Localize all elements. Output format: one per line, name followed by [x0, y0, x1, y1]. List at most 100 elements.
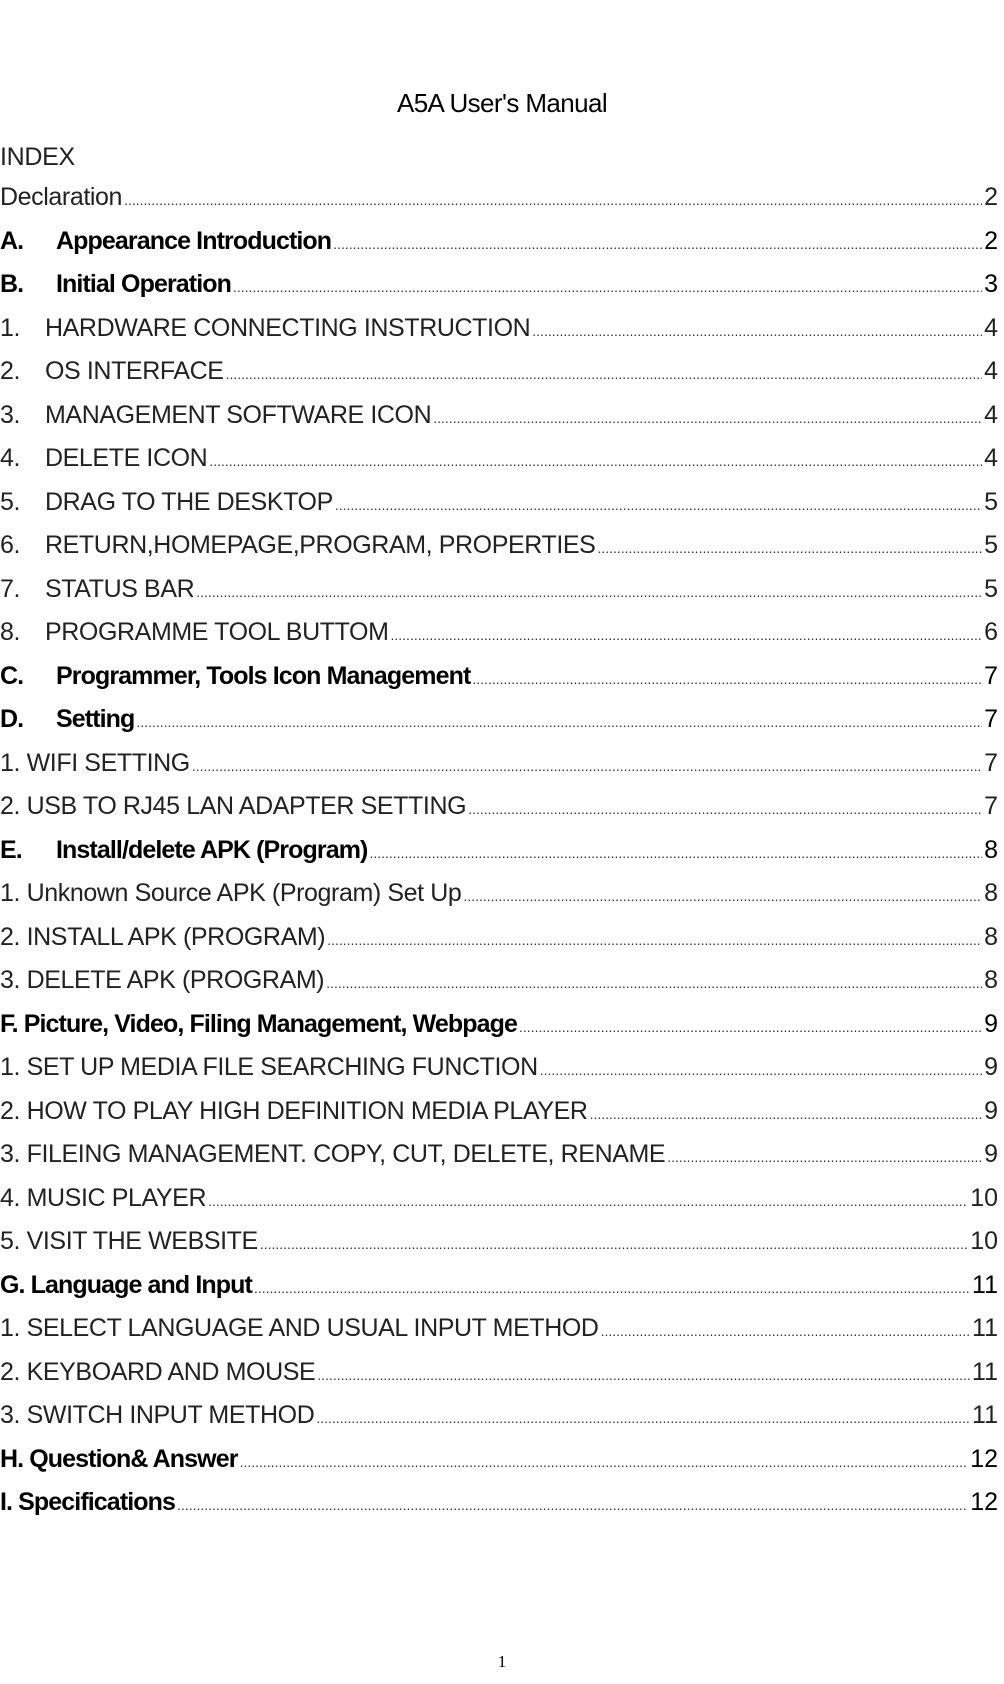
toc-entry[interactable]: 2. OS INTERFACE 4 [0, 357, 998, 401]
dot-leader [209, 453, 982, 469]
toc-entry-title: 1. SET UP MEDIA FILE SEARCHING FUNCTION [0, 1053, 538, 1081]
toc-entry-number: 1. [0, 313, 21, 342]
document-title: A5A User's Manual [396, 88, 608, 118]
toc-entry-page: 10 [970, 1183, 998, 1212]
toc-entry[interactable]: 4. MUSIC PLAYER 10 [0, 1184, 998, 1228]
toc-entry-title: 2. HOW TO PLAY HIGH DEFINITION MEDIA PLA… [0, 1096, 588, 1125]
toc-entry[interactable]: 1. Unknown Source APK (Program) Set Up 8 [0, 879, 998, 923]
toc-entry-number: B. [0, 270, 24, 298]
toc-entry[interactable]: 3. DELETE APK (PROGRAM) 8 [0, 966, 998, 1010]
toc-entry-title: Programmer, Tools Icon Management [56, 661, 471, 690]
toc-entry-page: 9 [984, 1096, 998, 1125]
toc-entry-title: OS INTERFACE [45, 357, 224, 385]
dot-leader [433, 410, 982, 426]
toc-entry-title: RETURN,HOMEPAGE,PROGRAM, PROPERTIES [45, 531, 596, 559]
toc-entry[interactable]: A. Appearance Introduction 2 [0, 227, 998, 271]
toc-entry-title: Declaration [0, 183, 123, 211]
toc-entry[interactable]: Declaration 2 [0, 183, 998, 227]
toc-entry-number: 6. [0, 531, 21, 559]
toc-entry-title: 3. DELETE APK (PROGRAM) [0, 966, 325, 994]
dot-leader [667, 1149, 982, 1165]
toc-entry[interactable]: F. Picture, Video, Filing Management, We… [0, 1010, 998, 1054]
toc-entry-page: 4 [984, 357, 998, 385]
toc-entry-title: 1. WIFI SETTING [0, 748, 190, 777]
toc-entry-number: E. [0, 835, 23, 864]
toc-entry[interactable]: 6. RETURN,HOMEPAGE,PROGRAM, PROPERTIES 5 [0, 531, 998, 575]
toc-entry[interactable]: 3. FILEING MANAGEMENT. COPY, CUT, DELETE… [0, 1140, 998, 1184]
toc-entry[interactable]: E. Install/delete APK (Program) 8 [0, 836, 998, 880]
dot-leader [391, 627, 983, 643]
toc-entry-title: 1. SELECT LANGUAGE AND USUAL INPUT METHO… [0, 1314, 599, 1342]
dot-leader [196, 584, 982, 600]
toc-entry-page: 5 [984, 574, 998, 603]
dot-leader [254, 1280, 970, 1296]
dot-leader [192, 758, 982, 774]
toc-entry[interactable]: 1. WIFI SETTING 7 [0, 749, 998, 793]
dot-leader [519, 1019, 982, 1035]
dot-leader [240, 1454, 969, 1470]
toc-entry-title: I. Specifications [0, 1488, 176, 1516]
dot-leader [208, 1193, 968, 1209]
dot-leader [177, 1497, 968, 1513]
toc-entry-page: 4 [984, 313, 998, 342]
dot-leader [532, 323, 982, 339]
toc-entry-page: 3 [984, 270, 998, 298]
toc-entry[interactable]: 1. HARDWARE CONNECTING INSTRUCTION 4 [0, 314, 998, 358]
dot-leader [226, 366, 983, 382]
toc-entry-title: 5. VISIT THE WEBSITE [0, 1227, 258, 1255]
toc-entry-title: DRAG TO THE DESKTOP [45, 487, 333, 516]
dot-leader [468, 801, 982, 817]
toc-entry-page: 12 [970, 1444, 998, 1473]
toc-entry[interactable]: 7. STATUS BAR 5 [0, 575, 998, 619]
toc-entry[interactable]: 5. VISIT THE WEBSITE 10 [0, 1227, 998, 1271]
dot-leader [333, 236, 982, 252]
toc-entry-title: Initial Operation [56, 270, 232, 298]
toc-entry[interactable]: G. Language and Input 11 [0, 1271, 998, 1315]
dot-leader [326, 975, 982, 991]
toc-entry-title: 3. FILEING MANAGEMENT. COPY, CUT, DELETE… [0, 1140, 666, 1168]
toc-entry-page: 2 [984, 226, 998, 255]
toc-entry-title: PROGRAMME TOOL BUTTOM [45, 618, 389, 646]
toc-entry-title: HARDWARE CONNECTING INSTRUCTION [45, 313, 531, 342]
toc-entry-title: Setting [56, 705, 135, 733]
toc-entry[interactable]: 1. SET UP MEDIA FILE SEARCHING FUNCTION 9 [0, 1053, 998, 1097]
toc-entry-title: DELETE ICON [45, 444, 208, 472]
toc-entry[interactable]: 2. USB TO RJ45 LAN ADAPTER SETTING 7 [0, 792, 998, 836]
toc-entry[interactable]: 3. MANAGEMENT SOFTWARE ICON 4 [0, 401, 998, 445]
toc-entry[interactable]: 2. INSTALL APK (PROGRAM) 8 [0, 923, 998, 967]
toc-entry[interactable]: 4. DELETE ICON 4 [0, 444, 998, 488]
toc-entry-page: 9 [984, 1053, 998, 1081]
dot-leader [124, 192, 982, 208]
toc-entry-page: 8 [984, 835, 998, 864]
toc-entry-page: 4 [984, 400, 998, 429]
toc-entry[interactable]: 1. SELECT LANGUAGE AND USUAL INPUT METHO… [0, 1314, 998, 1358]
toc-entry[interactable]: 2. KEYBOARD AND MOUSE 11 [0, 1358, 998, 1402]
toc-entry-title: G. Language and Input [0, 1270, 253, 1299]
toc-entry-page: 12 [970, 1488, 998, 1516]
toc-entry[interactable]: 8. PROGRAMME TOOL BUTTOM 6 [0, 618, 998, 662]
toc-entry-title: 2. USB TO RJ45 LAN ADAPTER SETTING [0, 792, 467, 820]
toc-entry[interactable]: B. Initial Operation 3 [0, 270, 998, 314]
toc-entry-title: MANAGEMENT SOFTWARE ICON [45, 400, 432, 429]
toc-entry-page: 7 [984, 748, 998, 777]
toc-entry-page: 4 [984, 444, 998, 472]
toc-entry[interactable]: 2. HOW TO PLAY HIGH DEFINITION MEDIA PLA… [0, 1097, 998, 1141]
toc-entry-title: 4. MUSIC PLAYER [0, 1183, 207, 1212]
toc-entry-page: 5 [984, 531, 998, 559]
toc-entry[interactable]: C. Programmer, Tools Icon Management 7 [0, 662, 998, 706]
dot-leader [540, 1062, 982, 1078]
toc-entry[interactable]: 3. SWITCH INPUT METHOD 11 [0, 1401, 998, 1445]
toc-entry[interactable]: H. Question& Answer 12 [0, 1445, 998, 1489]
toc-entry-page: 11 [972, 1270, 998, 1299]
dot-leader [597, 540, 982, 556]
dot-leader [327, 932, 982, 948]
toc-entry-number: 2. [0, 357, 21, 385]
toc-entry-number: 8. [0, 618, 21, 646]
toc-entry[interactable]: I. Specifications 12 [0, 1488, 998, 1532]
toc-entry-number: A. [0, 226, 24, 255]
dot-leader [260, 1236, 968, 1252]
toc-entry[interactable]: D. Setting 7 [0, 705, 998, 749]
toc-entry-title: STATUS BAR [45, 574, 195, 603]
toc-entry[interactable]: 5. DRAG TO THE DESKTOP 5 [0, 488, 998, 532]
toc-entry-page: 7 [984, 792, 998, 820]
